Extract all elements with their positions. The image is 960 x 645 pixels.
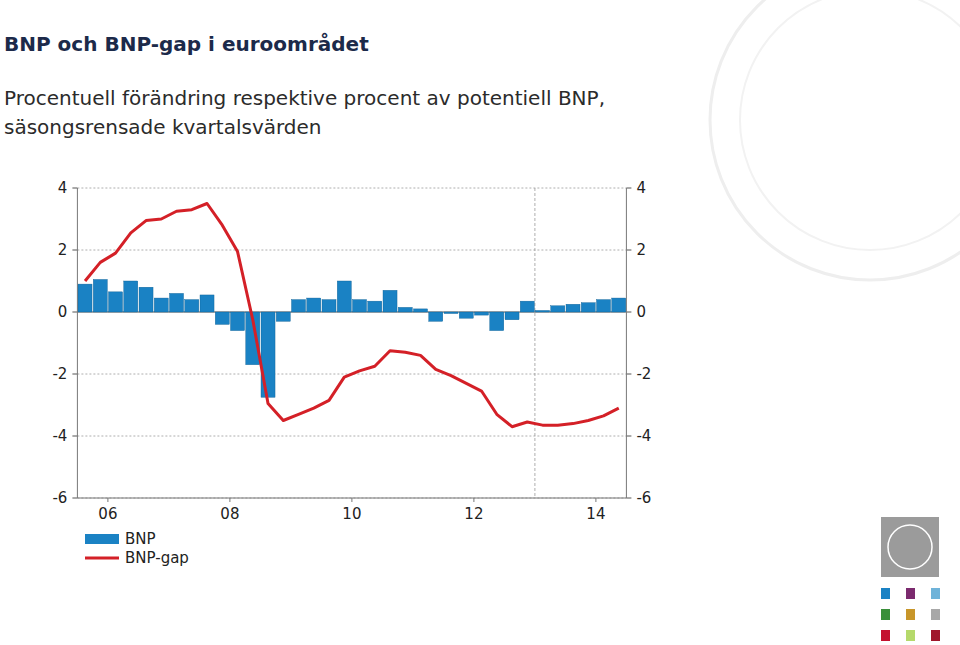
y-tick — [72, 374, 77, 375]
x-tick-label: 08 — [220, 505, 239, 523]
bar — [566, 304, 580, 312]
grid-line — [77, 188, 626, 189]
deco-square — [881, 588, 890, 599]
bar — [368, 301, 382, 312]
forecast-line — [534, 188, 535, 498]
bar — [170, 293, 184, 312]
deco-square — [906, 609, 915, 620]
y2-tick — [626, 188, 631, 189]
y2-tick — [626, 250, 631, 251]
y-tick-label: -6 — [52, 489, 67, 507]
legend-swatch — [85, 534, 119, 544]
bar — [505, 312, 519, 320]
y2-tick — [626, 374, 631, 375]
deco-square — [906, 630, 915, 641]
chart: -6 -6 -4 -4 -2 -2 0 0 2 2 4 4 06 08 10 12 14 BNPBNP-gap — [0, 0, 960, 645]
bar — [78, 284, 92, 312]
y-tick-label: 2 — [58, 241, 68, 259]
bar — [124, 281, 138, 312]
x-tick-label: 14 — [586, 505, 605, 523]
bar — [597, 300, 611, 312]
bar — [276, 312, 290, 321]
marks — [78, 204, 626, 427]
x-tick — [351, 498, 352, 502]
x-tick-label: 12 — [464, 505, 483, 523]
grid-line — [77, 436, 626, 437]
bar — [353, 300, 367, 312]
x-tick-label: 06 — [98, 505, 117, 523]
bar — [398, 307, 412, 312]
x-tick — [107, 498, 108, 502]
y-tick — [72, 312, 77, 313]
line — [85, 204, 619, 427]
y-tick-label: 4 — [58, 179, 68, 197]
y2-tick-label: 4 — [636, 179, 646, 197]
bar — [307, 298, 321, 312]
x-tick-label: 10 — [342, 505, 361, 523]
logo-ring — [888, 525, 932, 569]
y-tick — [72, 250, 77, 251]
bar — [109, 292, 123, 312]
bar — [414, 309, 428, 312]
y-tick — [72, 188, 77, 189]
bar — [337, 281, 351, 312]
bar — [292, 300, 306, 312]
y2-tick — [626, 498, 631, 499]
y2-tick — [626, 436, 631, 437]
bar — [200, 295, 214, 312]
bar — [93, 279, 107, 312]
deco-square — [931, 588, 940, 599]
bar — [612, 298, 626, 312]
y2-tick-label: -2 — [636, 365, 651, 383]
subtitle: Procentuell förändring respektive procen… — [4, 84, 684, 142]
y-tick-label: -2 — [52, 365, 67, 383]
deco-square — [906, 588, 915, 599]
bar — [139, 287, 153, 312]
y2-tick-label: -6 — [636, 489, 651, 507]
deco-square — [931, 630, 940, 641]
watermark — [710, 0, 960, 280]
bar — [520, 301, 534, 312]
legend-label: BNP-gap — [125, 549, 189, 567]
bar — [459, 312, 473, 318]
y-tick-label: 0 — [58, 303, 68, 321]
bar — [185, 300, 199, 312]
y2-axis — [626, 188, 627, 498]
y-tick — [72, 498, 77, 499]
legend-swatch — [85, 557, 119, 560]
deco-square — [881, 609, 890, 620]
title: BNP och BNP-gap i euroområdet — [4, 32, 369, 56]
y-tick-label: -4 — [52, 427, 67, 445]
bar — [536, 310, 550, 312]
bar — [490, 312, 504, 331]
watermark — [740, 0, 960, 250]
y2-tick-label: -4 — [636, 427, 651, 445]
y2-tick-label: 0 — [636, 303, 646, 321]
bar — [581, 303, 595, 312]
bar — [551, 306, 565, 312]
bar — [429, 312, 443, 321]
y2-tick-label: 2 — [636, 241, 646, 259]
bar — [154, 298, 168, 312]
legend-label: BNP — [125, 530, 156, 548]
deco-square — [931, 609, 940, 620]
y2-tick — [626, 312, 631, 313]
bar — [215, 312, 229, 324]
y-axis — [77, 188, 78, 498]
bar — [444, 312, 458, 314]
bar — [475, 312, 489, 315]
y-tick — [72, 436, 77, 437]
x-tick — [473, 498, 474, 502]
logo — [881, 517, 939, 577]
x-tick — [595, 498, 596, 502]
bar — [322, 300, 336, 312]
bar — [383, 290, 397, 312]
grid-line — [77, 250, 626, 251]
deco-square — [881, 630, 890, 641]
x-tick — [229, 498, 230, 502]
bar — [231, 312, 245, 331]
